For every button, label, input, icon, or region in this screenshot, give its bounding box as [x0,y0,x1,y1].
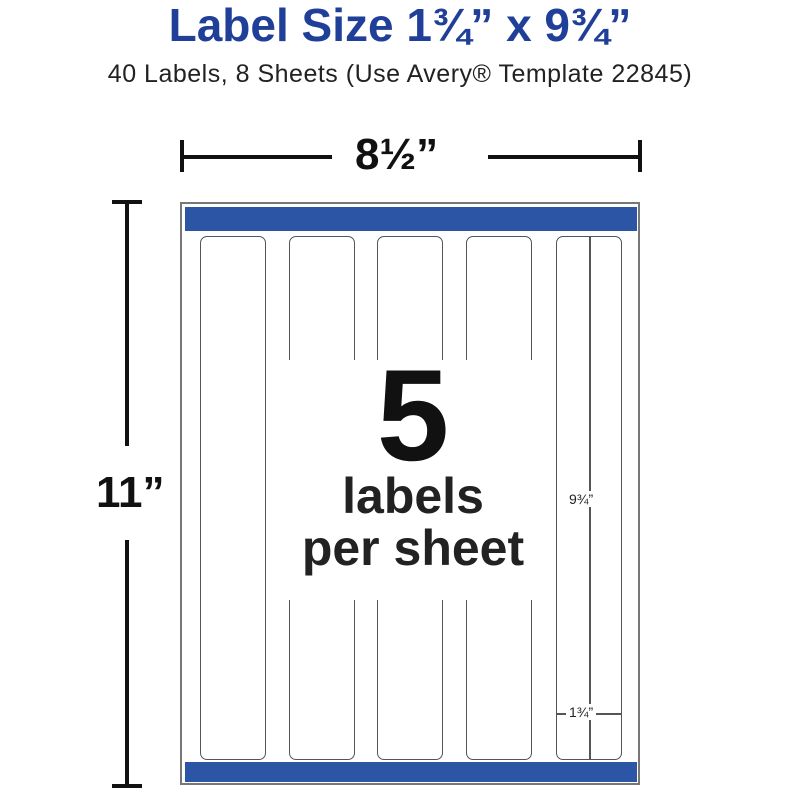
label-count-caption-2: per sheet [301,520,525,576]
width-dim-line-right [488,155,642,159]
subtitle: 40 Labels, 8 Sheets (Use Avery® Template… [107,60,693,88]
sheet-top-band [185,207,637,231]
width-dimension-label: 8½” [355,130,439,180]
height-dimension-label: 11” [96,468,165,518]
height-dim-line-bottom [125,540,129,788]
page-title: Label Size 1¾” x 9¾” [168,0,632,51]
label-1 [200,236,266,760]
height-dim-line-top [125,200,129,446]
width-dim-line-left [180,155,332,159]
label-sheet [180,202,640,785]
label-length-text: 9¾” [566,491,597,507]
labels-per-sheet-callout: 5 labels per sheet [278,342,548,600]
sheet-bottom-band [185,762,637,782]
height-dim-bottom-tick [112,784,142,788]
label-count: 5 [376,342,450,488]
width-dim-right-tick [638,140,642,172]
label-width-text: 1¾” [566,704,597,720]
label-count-caption-1: labels [342,468,484,524]
